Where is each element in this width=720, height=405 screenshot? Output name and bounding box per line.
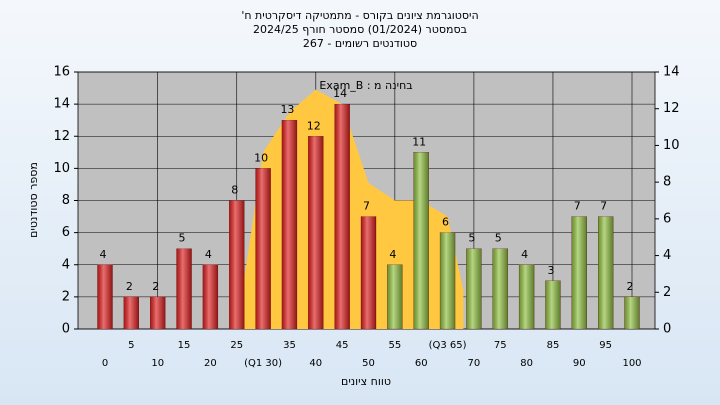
data-label: 7: [574, 200, 581, 213]
y2-tick-label: 4: [663, 248, 671, 263]
subtitle: סטודנטים רשומים - 267: [303, 37, 417, 50]
x-tick-label: 10: [151, 358, 164, 369]
data-label: 8: [231, 184, 238, 197]
x-tick-label: 95: [599, 340, 612, 351]
x-tick-label: 50: [362, 358, 375, 369]
x-tick-label: 40: [309, 358, 322, 369]
data-label: 12: [307, 119, 321, 132]
bar: [360, 216, 377, 330]
x-tick-label: 90: [573, 358, 586, 369]
bar: [281, 120, 298, 330]
bar: [466, 248, 482, 330]
bar: [439, 232, 456, 330]
data-label: 13: [280, 103, 294, 116]
y-tick-label: 8: [62, 193, 70, 208]
bar: [624, 296, 640, 330]
y2-tick-label: 10: [663, 138, 680, 153]
bar: [229, 200, 245, 330]
data-label: 6: [442, 216, 449, 229]
data-label: 5: [179, 232, 186, 245]
bar: [518, 264, 535, 330]
data-label: 5: [468, 232, 475, 245]
data-label: 10: [254, 151, 268, 164]
bar: [413, 152, 429, 330]
x-tick-label: 55: [388, 340, 401, 351]
y2-tick-label: 6: [663, 211, 671, 226]
y2-tick-label: 0: [663, 322, 671, 337]
y-tick-label: 16: [53, 65, 70, 80]
data-label: 11: [412, 135, 426, 148]
x-tick-label: 25: [230, 340, 243, 351]
data-label: 4: [100, 248, 107, 261]
x-tick-label: 85: [547, 340, 560, 351]
y-tick-label: 14: [53, 97, 70, 112]
x-tick-label: 100: [622, 358, 641, 369]
y-tick-label: 4: [62, 257, 70, 272]
data-label: 4: [205, 248, 212, 261]
bar: [492, 248, 508, 330]
y-tick-label: 6: [62, 225, 70, 240]
y-tick-label: 0: [62, 322, 70, 337]
x-axis-label: טווח ציונים: [341, 375, 391, 388]
x-tick-label: (Q1 30): [244, 358, 282, 369]
x-tick-label: 75: [494, 340, 507, 351]
x-tick-label: (Q3 65): [429, 340, 467, 351]
bar: [387, 264, 403, 330]
y2-tick-label: 14: [663, 65, 680, 80]
y-axis-label: מספר סטודנטים: [27, 162, 40, 238]
x-tick-label: 45: [336, 340, 349, 351]
x-tick-label: 5: [128, 340, 134, 351]
data-label: 2: [126, 280, 133, 293]
data-label: 2: [152, 280, 159, 293]
x-tick-label: 35: [283, 340, 296, 351]
x-tick-label: 15: [178, 340, 191, 351]
bar: [598, 216, 614, 330]
data-label: 4: [521, 248, 528, 261]
y2-tick-label: 2: [663, 285, 671, 300]
y2-tick-label: 8: [663, 175, 671, 190]
x-tick-label: 20: [204, 358, 217, 369]
y-tick-label: 10: [53, 161, 70, 176]
subtitle: בסמסטר (01/2024) סמסטר חורף 2024/25: [253, 23, 467, 36]
y-tick-label: 12: [53, 129, 70, 144]
data-label: 3: [547, 264, 554, 277]
bar: [255, 168, 271, 330]
x-tick-label: 60: [415, 358, 428, 369]
data-label: 7: [363, 200, 370, 213]
bar: [176, 248, 192, 330]
bar: [571, 216, 587, 330]
x-tick-label: 0: [102, 358, 108, 369]
data-label: 14: [333, 87, 347, 100]
data-label: 7: [600, 200, 607, 213]
data-label: 5: [495, 232, 502, 245]
y2-tick-label: 12: [663, 101, 680, 116]
y-tick-label: 2: [62, 289, 70, 304]
x-tick-label: 70: [468, 358, 481, 369]
bar: [308, 136, 324, 330]
data-label: 4: [389, 248, 396, 261]
bar: [202, 264, 219, 330]
annotation: Exam_B : בחינה מ: [319, 79, 412, 92]
x-tick-label: 80: [520, 358, 533, 369]
bar: [97, 264, 113, 330]
bar: [123, 296, 139, 330]
data-label: 2: [627, 280, 634, 293]
chart-title: היסטוגרמת ציונים בקורס - מתמטיקה דיסקרטי…: [241, 9, 478, 22]
bar: [150, 296, 166, 330]
bar: [545, 280, 561, 330]
bar: [334, 103, 350, 330]
